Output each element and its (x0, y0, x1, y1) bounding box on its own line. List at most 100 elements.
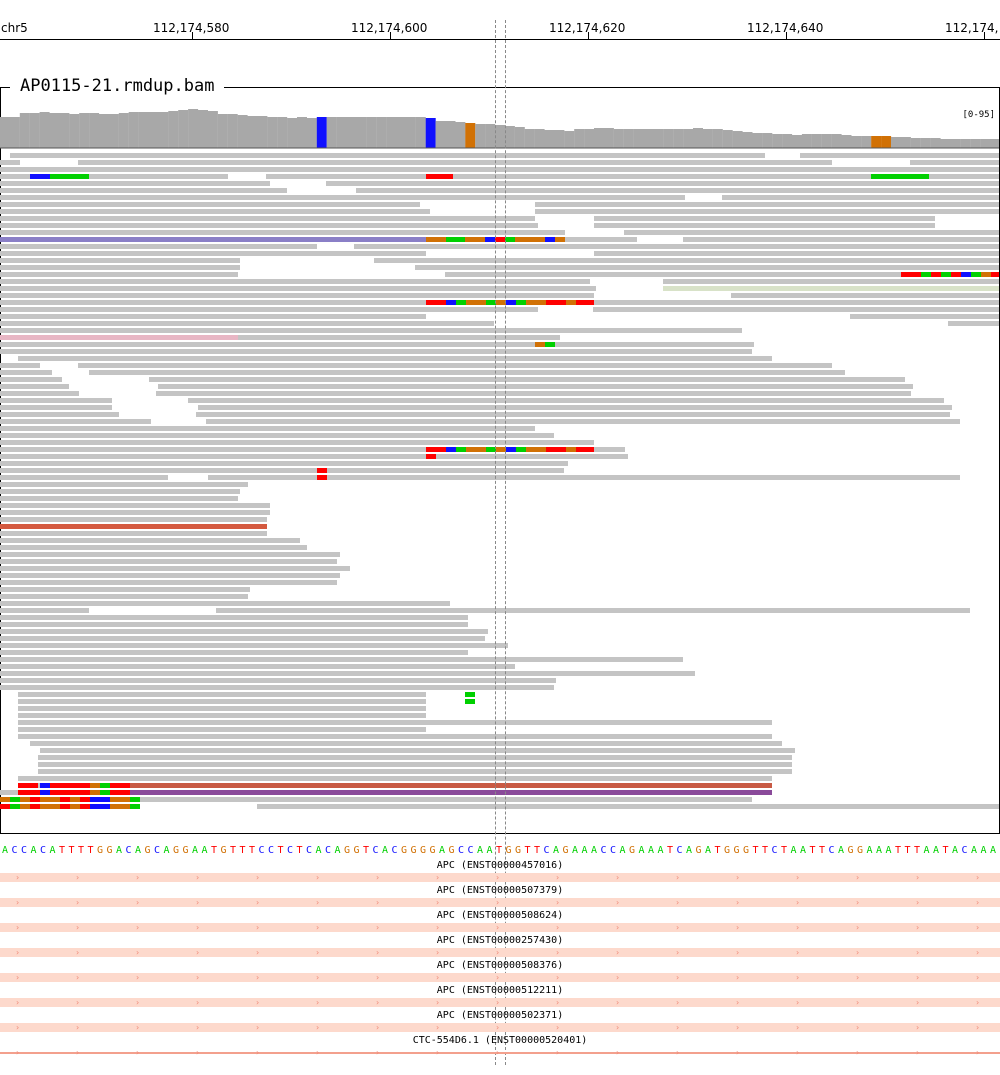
coverage-bar (980, 139, 991, 148)
track-name[interactable]: AP0115-21.rmdup.bam (10, 76, 225, 96)
read-mismatch (555, 237, 565, 242)
coverage-bar (970, 139, 981, 148)
aligned-read (850, 314, 999, 319)
aligned-read (663, 279, 999, 284)
aligned-read (18, 706, 426, 711)
gene-feature[interactable]: CTC-554D6.1 (ENST00000520401) › › › › › › › › › ›… (0, 1035, 1000, 1060)
aligned-read (156, 391, 911, 396)
aligned-read (594, 216, 935, 221)
strand-arrow-icon: › (796, 973, 800, 982)
aligned-read (591, 300, 999, 305)
gene-feature[interactable]: APC (ENST00000508376) › › › › › › › › › › › › › › › › › (0, 960, 1000, 985)
read-mismatch (90, 797, 110, 802)
aligned-read (910, 160, 999, 165)
aligned-read (18, 713, 426, 718)
strand-arrow-icon: › (376, 948, 380, 957)
coverage-bar (594, 128, 604, 148)
reference-base: T (77, 845, 85, 856)
coverage-bar (0, 117, 10, 148)
read-mismatch (576, 447, 594, 452)
aligned-read (78, 363, 832, 368)
coverage-bar (792, 135, 802, 148)
read-mismatch (40, 797, 60, 802)
reference-base: G (429, 845, 436, 856)
strand-arrow-icon: › (76, 1023, 80, 1032)
gene-exon (0, 948, 1000, 957)
read-mismatch (0, 335, 238, 340)
strand-arrow-icon: › (76, 898, 80, 907)
strand-arrow-icon: › (796, 873, 800, 882)
strand-arrow-icon: › (256, 1023, 260, 1032)
gene-feature[interactable]: APC (ENST00000257430) › › › › › › › › › › › › › › › › › (0, 935, 1000, 960)
reference-base: G (505, 845, 512, 856)
aligned-read (0, 335, 560, 340)
coverage-bar (485, 124, 496, 148)
read-mismatch (426, 237, 446, 242)
strand-arrow-icon: › (316, 1048, 320, 1057)
read-mismatch (50, 174, 89, 179)
coverage-bar (633, 129, 644, 148)
gene-label: APC (ENST00000507379) (436, 885, 564, 896)
gene-feature[interactable]: APC (ENST00000512211) › › › › › › › › › › › › › › › › › (0, 985, 1000, 1010)
strand-arrow-icon: › (856, 873, 860, 882)
aligned-read (0, 559, 337, 564)
strand-arrow-icon: › (676, 1023, 680, 1032)
strand-arrow-icon: › (556, 998, 560, 1007)
strand-arrow-icon: › (856, 1023, 860, 1032)
strand-arrow-icon: › (256, 973, 260, 982)
read-mismatch (60, 797, 70, 802)
coverage-bar (861, 136, 872, 148)
coverage-bar (881, 136, 892, 148)
reference-base: A (685, 845, 693, 856)
coverage-bar (920, 138, 931, 148)
reference-base: T (894, 845, 902, 856)
strand-arrow-icon: › (316, 923, 320, 932)
gene-feature[interactable]: APC (ENST00000507379) › › › › › › › › › › › › › › › › › (0, 885, 1000, 910)
gene-feature[interactable]: APC (ENST00000457016) › › › › › › › › › › › › › › › › › (0, 860, 1000, 885)
aligned-read (38, 755, 792, 760)
aligned-read (0, 398, 112, 403)
ruler-tick-label: 112,174, (945, 21, 999, 35)
strand-arrow-icon: › (376, 973, 380, 982)
strand-arrow-icon: › (76, 948, 80, 957)
coverage-bar (475, 124, 486, 148)
coverage-track[interactable] (0, 88, 999, 150)
aligned-read (0, 573, 340, 578)
strand-arrow-icon: › (496, 873, 500, 882)
reference-base: A (438, 845, 446, 856)
coverage-bar (99, 114, 109, 148)
gene-feature[interactable]: APC (ENST00000502371) › › › › › › › › › › › › › › › › › (0, 1010, 1000, 1035)
aligned-read (0, 615, 468, 620)
gene-feature[interactable]: APC (ENST00000508624) › › › › › › › › › › › › › › › › › (0, 910, 1000, 935)
read-mismatch (505, 237, 515, 242)
strand-arrow-icon: › (16, 923, 20, 932)
strand-arrow-icon: › (736, 998, 740, 1007)
ruler-tick (786, 32, 787, 40)
reference-base: T (714, 845, 721, 856)
read-mismatch (495, 237, 505, 242)
strand-arrow-icon: › (976, 998, 980, 1007)
reference-base: T (818, 845, 826, 856)
strand-arrow-icon: › (16, 973, 20, 982)
read-mismatch (516, 300, 526, 305)
reference-base: T (210, 845, 218, 856)
read-mismatch (70, 804, 80, 809)
aligned-read (0, 447, 625, 452)
read-mismatch (466, 300, 486, 305)
strand-arrow-icon: › (76, 1048, 80, 1057)
aligned-read (0, 377, 62, 382)
gene-exon (0, 873, 1000, 882)
read-mismatch (40, 783, 50, 788)
strand-arrow-icon: › (196, 998, 200, 1007)
read-mismatch (446, 300, 456, 305)
aligned-read (0, 489, 240, 494)
strand-arrow-icon: › (376, 873, 380, 882)
ruler-tick (390, 32, 391, 40)
reads-panel[interactable] (0, 150, 999, 820)
reference-base: T (87, 845, 94, 856)
reference-base: C (391, 845, 398, 856)
strand-arrow-icon: › (916, 973, 920, 982)
read-mismatch (40, 790, 50, 795)
coverage-bar (108, 114, 119, 148)
aligned-read (0, 293, 594, 298)
